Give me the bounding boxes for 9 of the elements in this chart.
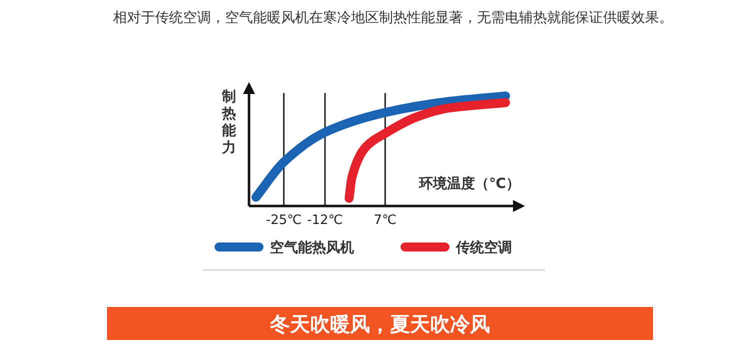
chart-title: 相对于传统空调，空气能暖风机在寒冷地区制热性能显著，无需电辅热就能保证供暖效果。: [113, 9, 673, 28]
x-tick-label: -12℃: [307, 213, 343, 228]
x-tick-label: -25℃: [266, 213, 302, 228]
x-axis-title: 环境温度（℃）: [418, 175, 520, 192]
legend-label: 空气能热风机: [270, 239, 354, 256]
text: 冬天吹暖风，夏天吹冷风: [269, 312, 490, 336]
y-axis-title: 制热能力: [221, 89, 237, 156]
legend-label: 传统空调: [455, 239, 512, 256]
x-tick-label: 7℃: [374, 213, 397, 228]
